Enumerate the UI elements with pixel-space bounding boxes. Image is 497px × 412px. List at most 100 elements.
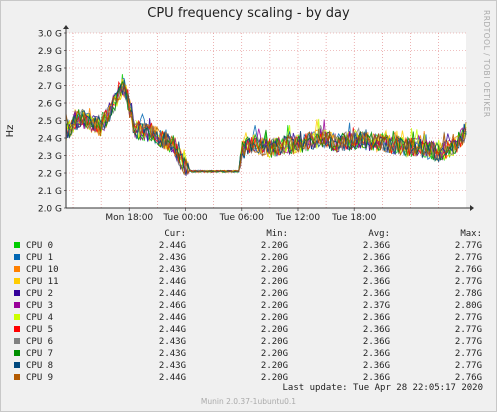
chart-title: CPU frequency scaling - by day (147, 6, 350, 21)
legend-color-swatch (14, 326, 20, 332)
legend-series-name: CPU 1 (26, 253, 54, 263)
legend-color-swatch (14, 338, 20, 344)
legend-max-value: 2.80G (454, 301, 482, 311)
legend-row: CPU 7 2.43G 2.20G 2.36G 2.77G (12, 348, 492, 360)
legend-avg-value: 2.36G (362, 373, 390, 383)
legend-color-swatch (14, 254, 20, 260)
legend-max-value: 2.76G (454, 373, 482, 383)
legend-min-value: 2.20G (260, 301, 288, 311)
y-tick-label: 2.1 G (38, 187, 62, 197)
legend-min-value: 2.20G (260, 337, 288, 347)
legend-color-swatch (14, 374, 20, 380)
y-axis-arrow (63, 25, 69, 29)
legend-avg-value: 2.36G (362, 313, 390, 323)
cpu-frequency-chart: 2.0 G 2.1 G 2.2 G 2.3 G 2.4 G 2.5 G 2.6 G 2.7 G… (38, 25, 474, 223)
legend-series-name: CPU 3 (26, 301, 54, 311)
legend-row: CPU 11 2.44G 2.20G 2.36G 2.77G (12, 276, 492, 288)
legend-color-swatch (14, 350, 20, 356)
legend-min-value: 2.20G (260, 265, 288, 275)
legend-avg-value: 2.36G (362, 325, 390, 335)
legend-color-swatch (14, 242, 20, 248)
legend-cur-value: 2.43G (158, 337, 186, 347)
legend-min-value: 2.20G (260, 253, 288, 263)
legend-series-name: CPU 0 (26, 241, 54, 251)
x-axis-ticks: Mon 18:00 Tue 00:00 Tue 06:00 Tue 12:00 Tue … (105, 208, 377, 223)
legend-cur-value: 2.43G (158, 361, 186, 371)
y-tick-label: 2.6 G (38, 100, 62, 110)
legend-avg-value: 2.36G (362, 241, 390, 251)
axes (63, 25, 474, 211)
legend-cur-value: 2.43G (158, 265, 186, 275)
y-tick-label: 2.2 G (38, 170, 62, 180)
legend-series-name: CPU 10 (26, 265, 59, 275)
legend-avg-value: 2.36G (362, 277, 390, 287)
legend-row: CPU 4 2.44G 2.20G 2.36G 2.77G (12, 312, 492, 324)
legend-series-name: CPU 6 (26, 337, 54, 347)
legend-cur-value: 2.44G (158, 325, 186, 335)
y-tick-label: 2.7 G (38, 82, 62, 92)
x-tick-label: Tue 06:00 (219, 213, 264, 223)
legend-series-name: CPU 11 (26, 277, 59, 287)
legend-series-name: CPU 4 (26, 313, 54, 323)
legend-series-name: CPU 7 (26, 349, 54, 359)
legend-color-swatch (14, 278, 20, 284)
legend-series-name: CPU 8 (26, 361, 54, 371)
legend-color-swatch (14, 266, 20, 272)
legend-max-value: 2.77G (454, 277, 482, 287)
legend-avg-value: 2.36G (362, 253, 390, 263)
x-tick-label: Tue 12:00 (275, 213, 320, 223)
legend-rows: CPU 0 2.44G 2.20G 2.36G 2.77G CPU 1 2.43G 2.20G… (12, 240, 492, 384)
legend-row: CPU 0 2.44G 2.20G 2.36G 2.77G (12, 240, 492, 252)
legend-min-value: 2.20G (260, 277, 288, 287)
legend-row: CPU 6 2.43G 2.20G 2.36G 2.77G (12, 336, 492, 348)
legend-max-value: 2.77G (454, 361, 482, 371)
legend-color-swatch (14, 362, 20, 368)
legend-series-name: CPU 2 (26, 289, 54, 299)
legend-max-value: 2.77G (454, 241, 482, 251)
legend-cur-value: 2.44G (158, 313, 186, 323)
legend-row: CPU 1 2.43G 2.20G 2.36G 2.77G (12, 252, 492, 264)
legend-color-swatch (14, 314, 20, 320)
y-tick-label: 2.3 G (38, 152, 62, 162)
legend-cur-value: 2.44G (158, 373, 186, 383)
series-line-cpu-9 (65, 83, 467, 176)
legend-min-value: 2.20G (260, 289, 288, 299)
legend-color-swatch (14, 290, 20, 296)
y-tick-label: 2.9 G (38, 47, 62, 57)
legend-max-value: 2.77G (454, 253, 482, 263)
legend-max-value: 2.77G (454, 349, 482, 359)
rrdtool-watermark: RRDTOOL / TOBI OETIKER (482, 10, 491, 118)
y-axis-ticks: 2.0 G 2.1 G 2.2 G 2.3 G 2.4 G 2.5 G 2.6 G 2.7 G… (38, 30, 66, 215)
legend-cur-value: 2.44G (158, 289, 186, 299)
legend-cur-value: 2.43G (158, 253, 186, 263)
legend-row: CPU 3 2.46G 2.20G 2.37G 2.80G (12, 300, 492, 312)
legend-color-swatch (14, 302, 20, 308)
legend-min-value: 2.20G (260, 313, 288, 323)
x-axis-arrow (470, 205, 474, 211)
last-update-text: Last update: Tue Apr 28 22:05:17 2020 (282, 383, 483, 393)
y-tick-label: 2.4 G (38, 135, 62, 145)
legend-max-value: 2.77G (454, 313, 482, 323)
legend-avg-value: 2.36G (362, 337, 390, 347)
legend-min-value: 2.20G (260, 325, 288, 335)
legend-max-value: 2.77G (454, 325, 482, 335)
legend-max-value: 2.76G (454, 265, 482, 275)
legend-header-max: Max: (460, 229, 482, 239)
legend-row: CPU 9 2.44G 2.20G 2.36G 2.76G (12, 372, 492, 384)
legend-header-avg: Avg: (368, 229, 390, 239)
legend-row: CPU 10 2.43G 2.20G 2.36G 2.76G (12, 264, 492, 276)
legend-avg-value: 2.37G (362, 301, 390, 311)
legend-cur-value: 2.43G (158, 349, 186, 359)
legend-series-name: CPU 9 (26, 373, 54, 383)
y-tick-label: 3.0 G (38, 30, 62, 40)
y-tick-label: 2.0 G (38, 205, 62, 215)
legend-min-value: 2.20G (260, 373, 288, 383)
legend-max-value: 2.77G (454, 337, 482, 347)
legend-header: Cur: Min: Avg: Max: (12, 228, 492, 240)
legend-max-value: 2.78G (454, 289, 482, 299)
legend-avg-value: 2.36G (362, 289, 390, 299)
legend-cur-value: 2.44G (158, 277, 186, 287)
x-tick-label: Tue 00:00 (162, 213, 207, 223)
legend-min-value: 2.20G (260, 241, 288, 251)
legend-row: CPU 2 2.44G 2.20G 2.36G 2.78G (12, 288, 492, 300)
